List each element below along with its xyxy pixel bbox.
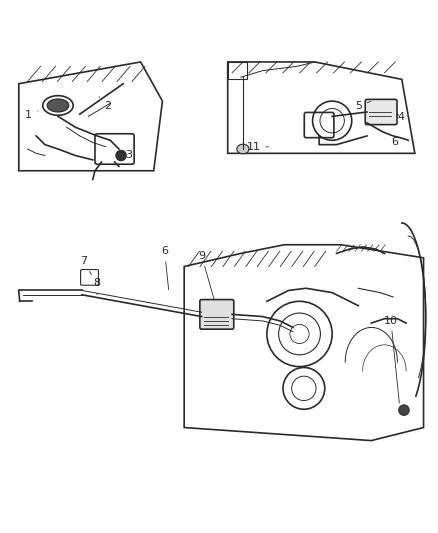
Text: 7: 7 (81, 256, 92, 275)
Ellipse shape (237, 144, 249, 154)
Text: 4: 4 (397, 112, 405, 122)
Text: 2: 2 (99, 96, 112, 111)
Text: 11: 11 (246, 142, 268, 152)
Text: 10: 10 (384, 316, 399, 403)
Ellipse shape (47, 99, 69, 112)
Text: 6: 6 (391, 138, 398, 148)
Text: 1: 1 (25, 110, 38, 120)
Circle shape (399, 405, 409, 415)
FancyBboxPatch shape (200, 300, 234, 329)
Text: 6: 6 (161, 246, 169, 290)
Text: 5: 5 (355, 101, 371, 111)
Text: 3: 3 (121, 150, 132, 160)
Circle shape (116, 150, 126, 161)
Text: 9: 9 (198, 251, 214, 298)
Text: 8: 8 (94, 278, 101, 295)
FancyBboxPatch shape (365, 99, 397, 125)
